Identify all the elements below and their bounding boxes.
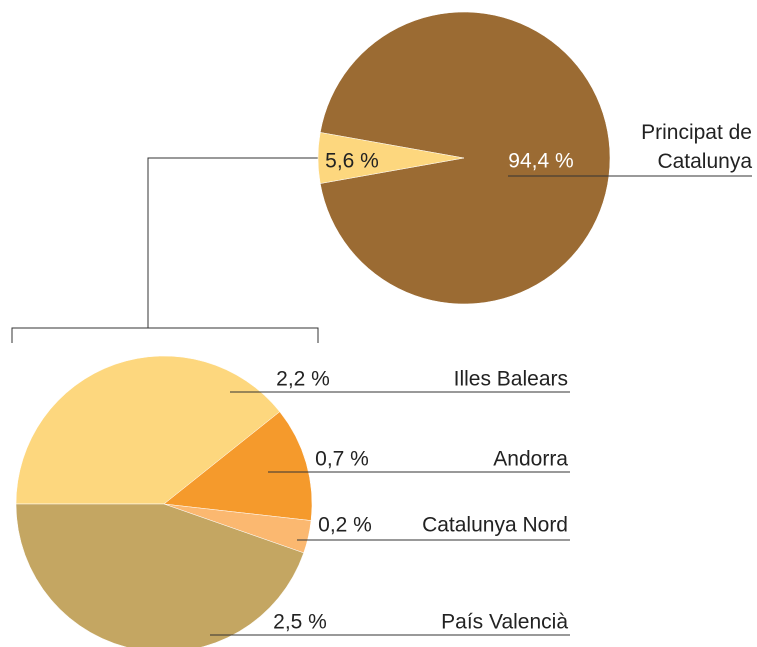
value-label: 0,7 %	[315, 448, 369, 471]
connector	[147, 157, 318, 328]
value-label: 0,2 %	[318, 514, 372, 537]
category-label: Principat de Catalunya	[641, 121, 752, 173]
value-label: 2,2 %	[276, 368, 330, 391]
value-label: 2,5 %	[273, 611, 327, 634]
pie-slice	[319, 11, 611, 305]
value-label: 94,4 %	[508, 150, 573, 173]
category-label: Andorra	[493, 448, 568, 471]
pie-slice	[163, 411, 313, 521]
category-label: País Valencià	[441, 611, 568, 634]
pie-slice	[15, 355, 281, 505]
bracket	[11, 327, 319, 343]
pie-slice	[15, 503, 305, 647]
category-label: Illes Balears	[454, 368, 568, 391]
pie-slice	[317, 132, 465, 184]
category-label: Catalunya Nord	[422, 514, 568, 537]
value-label: 5,6 %	[325, 150, 379, 173]
